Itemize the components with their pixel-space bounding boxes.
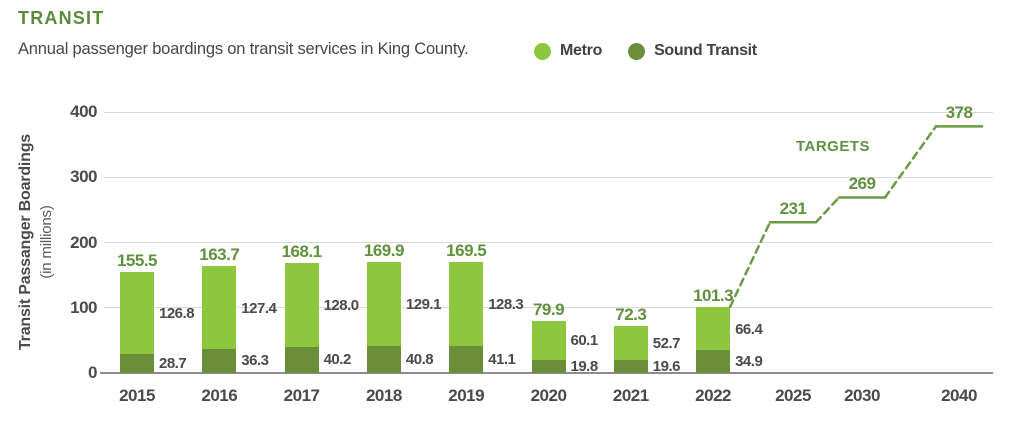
bar-metro-segment-2019 <box>449 262 484 347</box>
bar-total-label-2021: 72.3 <box>615 304 647 324</box>
x-axis-label-2025: 2025 <box>775 386 811 405</box>
page-title: TRANSIT <box>18 8 105 28</box>
bar-total-label-2015: 155.5 <box>116 250 158 270</box>
bar-metro-segment-2022 <box>696 306 731 351</box>
bar-sound-transit-segment-2022 <box>696 350 731 373</box>
bar-total-label-2017: 168.1 <box>281 242 323 262</box>
bar-total-label-2019: 169.5 <box>446 241 487 261</box>
sound-transit-value-label-2022: 34.9 <box>735 352 763 370</box>
y-tick-label-200: 200 <box>70 232 97 252</box>
y-tick-label-300: 300 <box>70 167 97 187</box>
y-tick-label-100: 100 <box>70 297 97 317</box>
sound-transit-value-label-2021: 19.6 <box>652 357 681 375</box>
sound-transit-swatch-icon <box>628 42 646 60</box>
x-axis-label-2017: 2017 <box>283 386 320 405</box>
y-tick-label-400: 400 <box>70 102 97 121</box>
metro-value-label-2018: 129.1 <box>405 296 442 314</box>
metro-value-label-2021: 52.7 <box>652 335 681 353</box>
x-axis-label-2015: 2015 <box>119 386 155 405</box>
bar-sound-transit-segment-2018 <box>366 346 401 373</box>
x-axis-label-2018: 2018 <box>365 386 402 405</box>
metro-value-label-2020: 60.1 <box>570 332 599 350</box>
bar-sound-transit-segment-2019 <box>449 346 484 373</box>
bar-metro-segment-2018 <box>366 262 401 347</box>
legend-item-metro: Metro <box>534 42 602 60</box>
x-axis-label-2030: 2030 <box>844 386 880 405</box>
bar-metro-segment-2020 <box>531 320 566 361</box>
bar-sound-transit-segment-2016 <box>202 349 237 373</box>
x-axis-label-2040: 2040 <box>941 386 977 405</box>
bar-sound-transit-segment-2020 <box>531 360 566 373</box>
bar-sound-transit-segment-2017 <box>284 346 319 373</box>
grid-line-100 <box>104 307 993 309</box>
targets-plateau-segments <box>768 125 984 224</box>
metro-value-label-2022: 66.4 <box>735 320 763 338</box>
bar-total-label-2022: 101.3 <box>693 285 734 305</box>
bar-metro-segment-2015 <box>120 271 154 355</box>
metro-value-label-2019: 128.3 <box>488 296 524 314</box>
grid-line-400 <box>104 111 993 113</box>
x-axis-label-2020: 2020 <box>530 386 567 405</box>
chart-subtitle: Annual passenger boardings on transit se… <box>18 40 469 58</box>
sound-transit-value-label-2018: 40.8 <box>405 350 434 368</box>
grid-line-200 <box>104 242 993 243</box>
target-value-label-2030: 269 <box>848 174 876 194</box>
bar-total-label-2020: 79.9 <box>532 299 565 319</box>
grid-line-300 <box>104 176 993 178</box>
metro-value-label-2015: 126.8 <box>159 304 195 322</box>
bar-metro-segment-2017 <box>284 263 319 347</box>
metro-value-label-2017: 128.0 <box>323 297 360 314</box>
x-axis-baseline <box>100 372 993 374</box>
sound-transit-value-label-2017: 40.2 <box>323 350 352 368</box>
x-axis-label-2016: 2016 <box>201 386 238 405</box>
sound-transit-value-label-2015: 28.7 <box>159 354 187 372</box>
sound-transit-value-label-2019: 41.1 <box>488 350 516 368</box>
targets-label: TARGETS <box>795 138 871 155</box>
legend-label-sound-transit: Sound Transit <box>654 42 757 59</box>
target-value-label-2025: 231 <box>779 199 807 219</box>
targets-dashed-segments <box>728 125 938 309</box>
x-axis-label-2021: 2021 <box>612 386 649 405</box>
y-tick-label-0: 0 <box>88 363 97 382</box>
bar-sound-transit-segment-2015 <box>120 354 154 373</box>
metro-swatch-icon <box>534 42 551 60</box>
bar-metro-segment-2016 <box>202 266 237 350</box>
x-axis-label-2019: 2019 <box>448 386 485 405</box>
metro-value-label-2016: 127.4 <box>241 299 277 317</box>
bar-total-label-2016: 163.7 <box>199 245 240 265</box>
chart-legend: Metro Sound Transit <box>534 42 757 60</box>
bar-total-label-2018: 169.9 <box>363 241 405 261</box>
bar-sound-transit-segment-2021 <box>613 360 648 373</box>
legend-label-metro: Metro <box>560 42 603 59</box>
sound-transit-value-label-2016: 36.3 <box>241 352 269 370</box>
bar-metro-segment-2021 <box>613 325 648 361</box>
x-axis-label-2022: 2022 <box>695 386 731 405</box>
target-value-label-2040: 378 <box>945 103 973 123</box>
legend-item-sound-transit: Sound Transit <box>628 42 757 60</box>
sound-transit-value-label-2020: 19.8 <box>570 357 599 375</box>
